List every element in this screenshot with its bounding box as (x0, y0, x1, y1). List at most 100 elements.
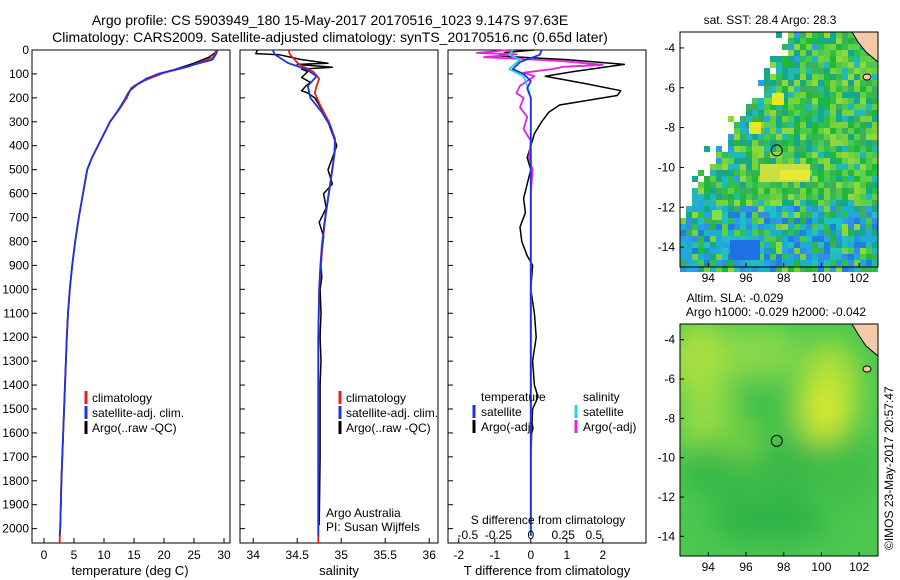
sst-cell (734, 146, 740, 152)
sst-cell (698, 242, 704, 248)
sst-cell (860, 68, 866, 74)
sst-cell (728, 230, 734, 236)
sst-cell (872, 152, 878, 158)
depth-tick-label: 800 (9, 234, 29, 248)
sst-cell (722, 152, 728, 158)
temperature-panel: 0100200300400500600700800900100011001200… (2, 43, 231, 578)
sst-cell (836, 224, 842, 230)
salinity-panel: 34 34.5 35 35.5 36 salinity climatology sate… (239, 49, 439, 578)
sst-cell (686, 206, 692, 212)
sst-cell (854, 236, 860, 242)
sst-cell (686, 254, 692, 260)
sst-cell (728, 140, 734, 146)
sla-blob (824, 430, 876, 510)
sst-cell (782, 248, 788, 254)
sst-cell (728, 176, 734, 182)
sst-cell (872, 158, 878, 164)
depth-tick-label: 1100 (3, 306, 29, 320)
sst-cell (758, 260, 764, 266)
sst-cell (806, 152, 812, 158)
sst-cell (830, 86, 836, 92)
sst-cell (788, 44, 794, 50)
sst-cell (824, 260, 830, 266)
sst-cell (752, 260, 758, 266)
series-argo-raw-qc (255, 49, 338, 526)
sst-cell (758, 134, 764, 140)
sst-cell (860, 62, 866, 68)
sst-cell (824, 56, 830, 62)
sst-cell (704, 194, 710, 200)
sst-cell (842, 74, 848, 80)
sst-cell (866, 212, 872, 218)
sst-cell (764, 134, 770, 140)
sst-cell (830, 158, 836, 164)
sst-cell (818, 110, 824, 116)
sst-cell (692, 224, 698, 230)
map-x-tick-label: 96 (739, 560, 753, 574)
sst-cell (776, 266, 782, 272)
sst-cell (866, 254, 872, 260)
sst-cell (818, 164, 824, 170)
sst-cell (788, 248, 794, 254)
sst-cell (764, 182, 770, 188)
sla-map-axes: 94 96 98 100 102 -4 -6 -8 -10 -12 -14 (658, 333, 870, 574)
sst-cell (842, 122, 848, 128)
sst-cell (854, 176, 860, 182)
sst-cell (836, 128, 842, 134)
sst-cell (710, 230, 716, 236)
sst-cell (782, 188, 788, 194)
sst-cell (746, 158, 752, 164)
sst-cell (764, 242, 770, 248)
sla-blob (800, 382, 844, 442)
sst-cell (722, 158, 728, 164)
argo-program-note: Argo Australia (326, 506, 401, 520)
sst-cell (812, 200, 818, 206)
sst-cell (866, 206, 872, 212)
sst-cell (830, 212, 836, 218)
difference-legend: temperature satellite Argo(-adj) salinit… (472, 390, 636, 434)
depth-tick-label: 400 (9, 139, 29, 153)
sst-cell (830, 128, 836, 134)
sst-cell (764, 80, 770, 86)
sst-cell (710, 248, 716, 254)
sst-cell (758, 110, 764, 116)
sst-cell (848, 152, 854, 158)
sst-cell (794, 128, 800, 134)
sst-cell (848, 236, 854, 242)
sst-cell (728, 182, 734, 188)
sst-cell (812, 176, 818, 182)
sst-cell (728, 152, 734, 158)
sst-cell (794, 74, 800, 80)
sst-cell (764, 230, 770, 236)
sst-cell (800, 134, 806, 140)
sst-cell (812, 182, 818, 188)
depth-tick-label: 600 (9, 187, 29, 201)
sst-cell (800, 80, 806, 86)
sst-cell (806, 254, 812, 260)
sst-cell (824, 176, 830, 182)
sst-cell (806, 182, 812, 188)
sst-cell (788, 236, 794, 242)
sst-cell (830, 260, 836, 266)
sst-cell (830, 104, 836, 110)
sst-cell (824, 212, 830, 218)
difference-top-x-axis: -0.5 -0.25 0 0.25 0.5 (457, 528, 602, 542)
sst-cell (824, 188, 830, 194)
sst-cell (776, 158, 782, 164)
sst-cell (722, 206, 728, 212)
sst-cell (866, 188, 872, 194)
sst-cell (800, 152, 806, 158)
sst-cell (830, 176, 836, 182)
sst-cell (854, 140, 860, 146)
sst-cell (782, 62, 788, 68)
sst-map-title: sat. SST: 28.4 Argo: 28.3 (704, 13, 837, 27)
sst-cell (752, 134, 758, 140)
sst-cell (782, 200, 788, 206)
sst-cell (770, 200, 776, 206)
sst-cell (806, 116, 812, 122)
sst-cell (794, 212, 800, 218)
sst-cell (848, 56, 854, 62)
sst-cell (848, 140, 854, 146)
sst-cell (716, 236, 722, 242)
sst-cell (752, 200, 758, 206)
